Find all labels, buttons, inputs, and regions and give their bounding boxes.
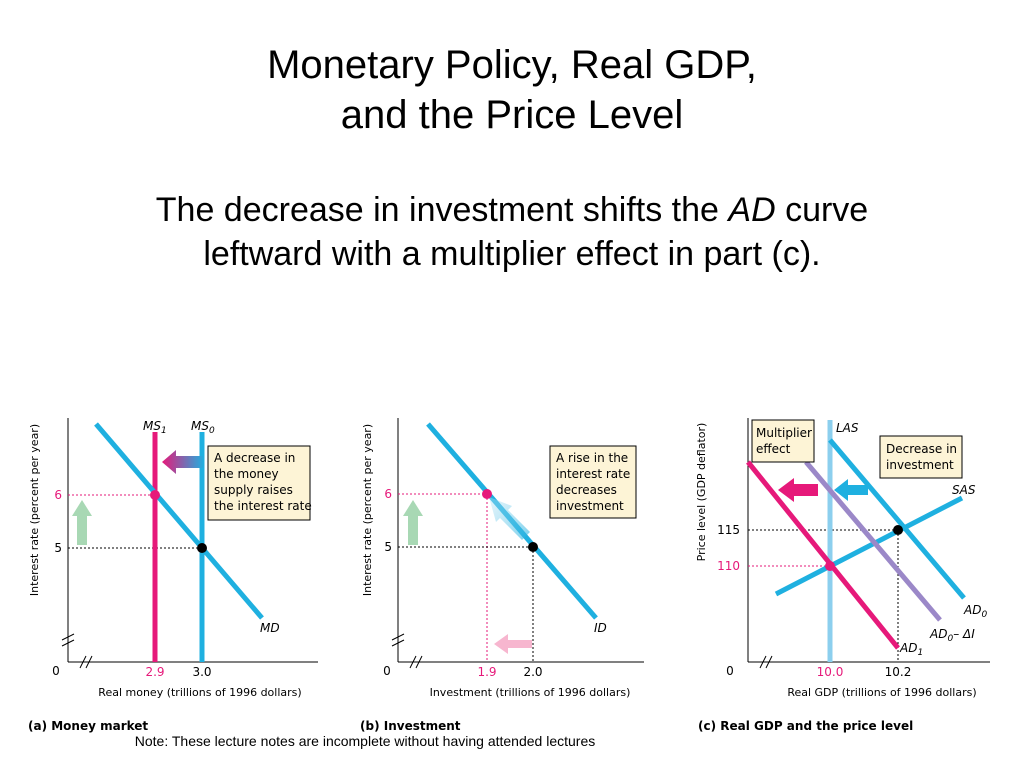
decrease-callout-line-1: Decrease in [886, 442, 957, 456]
panel-b-callout-line-2: interest rate [556, 467, 630, 481]
money-supply-left-arrow [162, 450, 204, 474]
title-line-1: Monetary Policy, Real GDP, [267, 43, 757, 87]
id-label: ID [594, 621, 607, 635]
investment-shift-arrow [834, 479, 868, 501]
panel-money-market: A decrease in the money supply raises th… [28, 418, 318, 733]
panel-b-x-label: Investment (trillions of 1996 dollars) [430, 686, 631, 699]
panel-b-tick-20: 2.0 [523, 665, 542, 679]
panel-c-point-original [893, 525, 903, 535]
panel-b-callout-line-4: investment [556, 499, 624, 513]
ad1-curve [746, 460, 900, 650]
panel-a-callout-line-3: supply raises [214, 483, 293, 497]
panel-a-x-label: Real money (trillions of 1996 dollars) [98, 686, 301, 699]
slide-title: Monetary Policy, Real GDP, and the Price… [0, 40, 1024, 140]
panel-a-callout-line-1: A decrease in [214, 451, 295, 465]
panel-c-tick-100: 10.0 [817, 665, 844, 679]
investment-decrease-arrow [494, 634, 532, 654]
panel-a-rate-up-arrow [72, 500, 92, 545]
panel-c-caption: (c) Real GDP and the price level [698, 719, 913, 733]
lecture-note: Note: These lecture notes are incomplete… [134, 733, 596, 749]
panel-b-tick-19: 1.9 [477, 665, 496, 679]
decrease-investment-callout [879, 435, 963, 479]
ad0-label: AD0 [963, 603, 987, 620]
panel-a-tick-6: 6 [54, 488, 62, 502]
panel-c-tick-102: 10.2 [885, 665, 912, 679]
ad0-minus-delta-i-label: AD0– ΔI [929, 627, 975, 644]
sas-label: SAS [952, 483, 976, 497]
panel-c-x-label: Real GDP (trillions of 1996 dollars) [787, 686, 976, 699]
panel-a-y-break [61, 633, 75, 647]
sas-curve [774, 495, 964, 597]
md-curve [94, 422, 264, 620]
panel-b-tick-5: 5 [384, 540, 392, 554]
multiplier-callout [751, 419, 815, 463]
panel-a-tick-5: 5 [54, 541, 62, 555]
panel-a-callout [207, 445, 311, 521]
panel-b-y-break [391, 633, 405, 647]
panel-c-origin: 0 [726, 664, 734, 678]
panel-b-origin: 0 [383, 664, 391, 678]
panel-a-tick-30: 3.0 [192, 665, 211, 679]
panel-a-callout-line-4: the interest rate [214, 499, 312, 513]
ad0-minus-delta-i-curve [804, 460, 942, 622]
panel-c-y-label: Price level (GDP deflator) [695, 423, 708, 562]
panel-a-point-new [150, 490, 160, 500]
title-line-2: and the Price Level [340, 93, 684, 137]
panel-b-callout-line-3: decreases [556, 483, 617, 497]
ms1-label: MS1 [143, 419, 167, 436]
ad0-curve [828, 438, 966, 600]
subtitle-ad-italic: AD [728, 191, 776, 229]
md-label: MD [260, 621, 280, 635]
slide-subtitle: The decrease in investment shifts the AD… [0, 188, 1024, 276]
panel-c-tick-115: 115 [717, 523, 740, 537]
multiplier-callout-line-2: effect [756, 442, 791, 456]
panel-c-point-new [825, 561, 835, 571]
panel-b-caption: (b) Investment [360, 719, 461, 733]
panel-c-x-break [759, 655, 773, 669]
panel-b-point-original [528, 542, 538, 552]
multiplier-callout-line-1: Multiplier [756, 426, 812, 440]
subtitle-line-2: leftward with a multiplier effect in par… [203, 235, 821, 273]
panel-b-callout [549, 445, 637, 519]
las-label: LAS [836, 421, 859, 435]
panel-b-x-break [409, 655, 423, 669]
subtitle-text-1: The decrease in investment shifts the [155, 191, 729, 229]
decrease-callout-line-2: investment [886, 458, 954, 472]
panel-b-tick-6: 6 [384, 487, 392, 501]
panel-a-point-original [197, 543, 207, 553]
panel-a-origin: 0 [52, 664, 60, 678]
panel-a-y-label: Interest rate (percent per year) [28, 424, 41, 596]
panel-c-tick-110: 110 [717, 559, 740, 573]
panel-b-callout-line-1: A rise in the [556, 451, 628, 465]
panel-a-caption: (a) Money market [28, 719, 148, 733]
ms0-label: MS0 [191, 419, 215, 436]
subtitle-line-1: The decrease in investment shifts the AD… [0, 188, 1024, 232]
ad1-label: AD1 [899, 641, 923, 658]
panel-investment: A rise in the interest rate decreases in… [360, 418, 644, 733]
panel-b-point-new [482, 489, 492, 499]
panel-real-gdp-price-level: Multiplier effect Decrease in investment… [695, 418, 990, 733]
subtitle-text-2: curve [775, 191, 869, 229]
panel-a-tick-29: 2.9 [145, 665, 164, 679]
panel-b-y-label: Interest rate (percent per year) [361, 424, 374, 596]
panel-b-movement-arrow [489, 497, 530, 540]
panel-a-x-break [79, 655, 93, 669]
panel-b-rate-up-arrow [403, 500, 423, 545]
panel-a-callout-line-2: the money [214, 467, 279, 481]
multiplier-effect-arrow [778, 478, 818, 502]
